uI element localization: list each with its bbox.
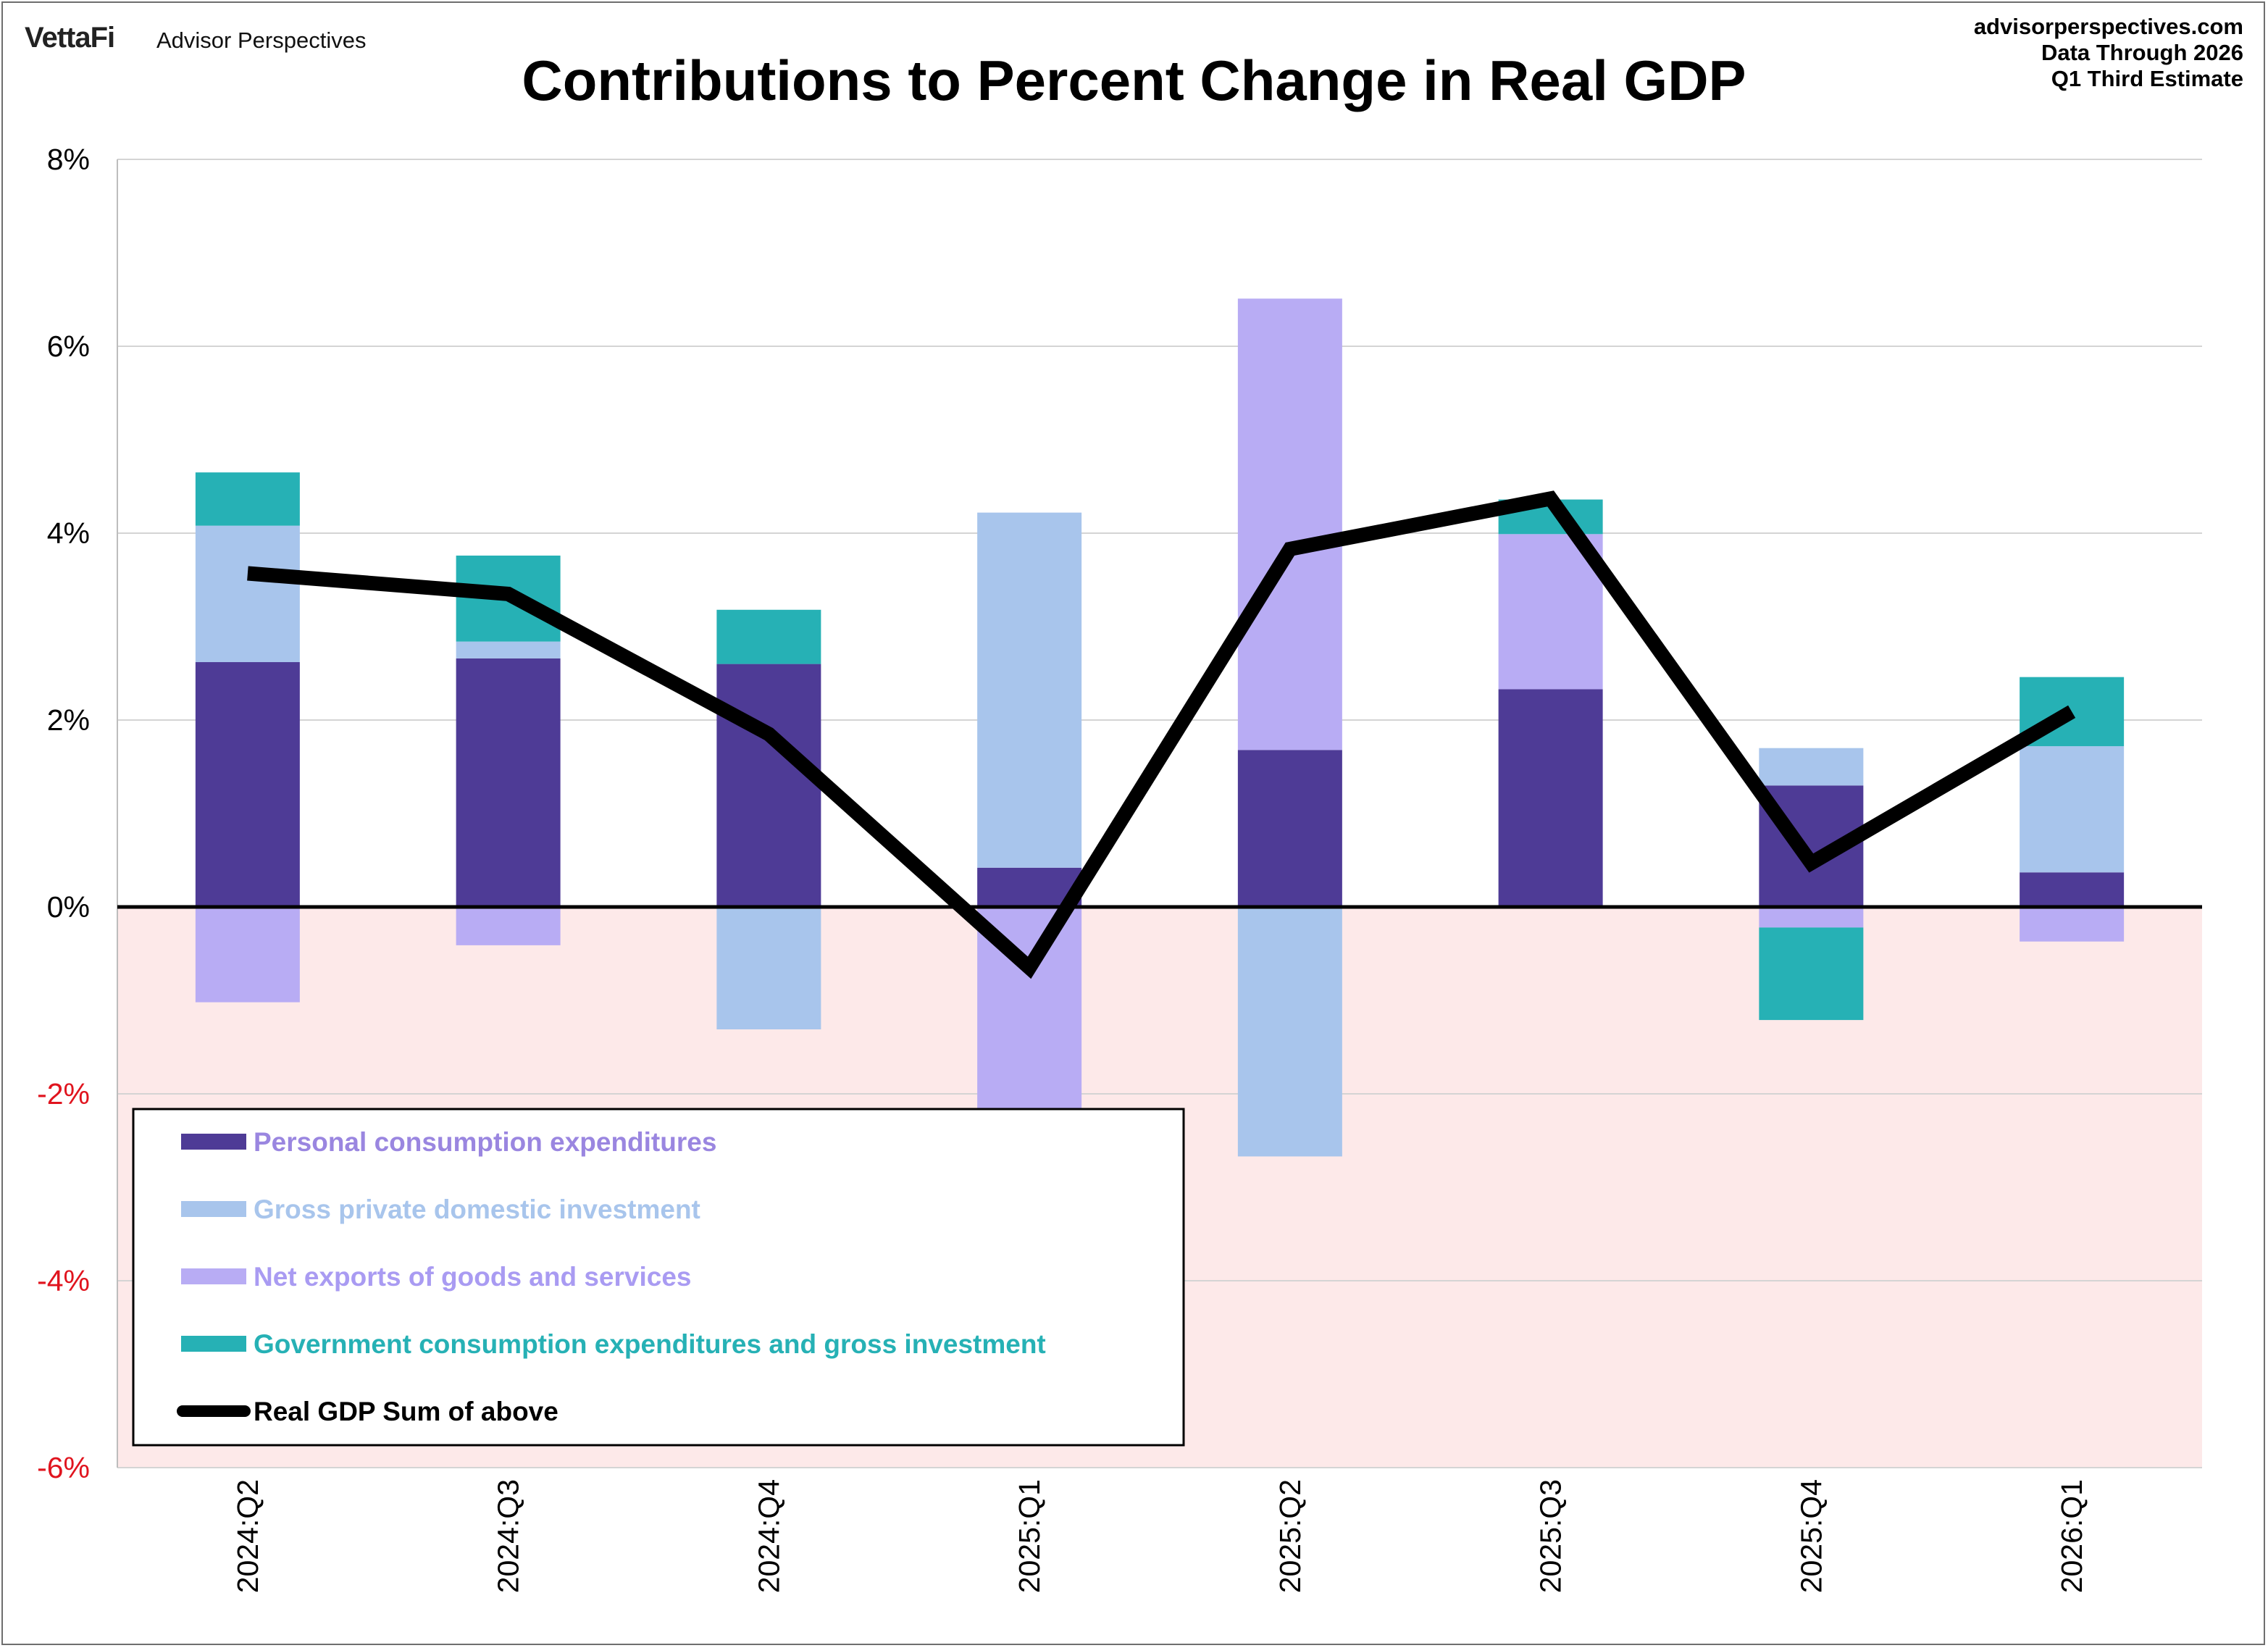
legend-swatch-pce bbox=[181, 1134, 246, 1150]
bar-government bbox=[716, 609, 821, 664]
bar-investment bbox=[456, 641, 561, 658]
y-tick-label: -2% bbox=[37, 1077, 90, 1110]
bar-government bbox=[1759, 927, 1864, 1021]
source-site: advisorperspectives.com bbox=[1973, 14, 2243, 39]
bar-net_exports bbox=[1237, 298, 1342, 750]
x-tick-label: 2025:Q2 bbox=[1273, 1479, 1307, 1593]
brand-logo: VettaFi bbox=[25, 22, 115, 54]
bar-pce bbox=[1237, 750, 1342, 907]
x-tick-label: 2025:Q4 bbox=[1794, 1479, 1828, 1593]
bar-pce bbox=[195, 662, 300, 907]
bar-net_exports bbox=[1759, 907, 1864, 928]
legend-swatch-government bbox=[181, 1336, 246, 1352]
real-gdp-line bbox=[247, 490, 2076, 979]
y-tick-label: 8% bbox=[47, 143, 90, 176]
legend-box bbox=[132, 1108, 1185, 1447]
brand-subtitle: Advisor Perspectives bbox=[156, 28, 367, 53]
legend-swatch-net_exports bbox=[181, 1268, 246, 1284]
legend-label: Real GDP Sum of above bbox=[254, 1397, 558, 1426]
legend-label: Personal consumption expenditures bbox=[254, 1127, 716, 1157]
bar-government bbox=[195, 472, 300, 526]
bar-investment bbox=[1237, 907, 1342, 1157]
legend-label: Gross private domestic investment bbox=[254, 1195, 700, 1224]
x-tick-label: 2024:Q2 bbox=[231, 1479, 264, 1593]
x-tick-label: 2025:Q3 bbox=[1534, 1479, 1568, 1593]
estimate-label: Q1 Third Estimate bbox=[2051, 66, 2243, 91]
bar-net_exports bbox=[456, 907, 561, 945]
bar-investment bbox=[2020, 746, 2125, 873]
x-tick-label: 2026:Q1 bbox=[2055, 1479, 2088, 1593]
bar-investment bbox=[1759, 748, 1864, 786]
chart-title: Contributions to Percent Change in Real … bbox=[522, 49, 1746, 112]
bar-net_exports bbox=[1498, 534, 1603, 690]
y-tick-label: -4% bbox=[37, 1264, 90, 1297]
x-tick-label: 2024:Q3 bbox=[492, 1479, 525, 1593]
y-tick-label: 0% bbox=[47, 890, 90, 924]
x-tick-label: 2025:Q1 bbox=[1013, 1479, 1046, 1593]
bar-investment bbox=[716, 907, 821, 1029]
bar-pce bbox=[716, 664, 821, 907]
y-tick-label: 6% bbox=[47, 330, 90, 363]
bar-pce bbox=[1498, 689, 1603, 907]
y-tick-label: -6% bbox=[37, 1451, 90, 1484]
bar-net_exports bbox=[195, 907, 300, 1003]
bar-investment bbox=[195, 525, 300, 663]
x-tick-label: 2024:Q4 bbox=[752, 1479, 785, 1593]
legend-label: Net exports of goods and services bbox=[254, 1262, 692, 1292]
y-tick-label: 2% bbox=[47, 703, 90, 737]
y-tick-label: 4% bbox=[47, 516, 90, 550]
legend-label: Government consumption expenditures and … bbox=[254, 1329, 1046, 1359]
bar-investment bbox=[977, 512, 1082, 868]
bar-net_exports bbox=[2020, 907, 2125, 942]
bar-pce bbox=[456, 658, 561, 907]
data-through: Data Through 2026 bbox=[2041, 40, 2243, 65]
bar-pce bbox=[2020, 872, 2125, 907]
legend-swatch-investment bbox=[181, 1201, 246, 1217]
